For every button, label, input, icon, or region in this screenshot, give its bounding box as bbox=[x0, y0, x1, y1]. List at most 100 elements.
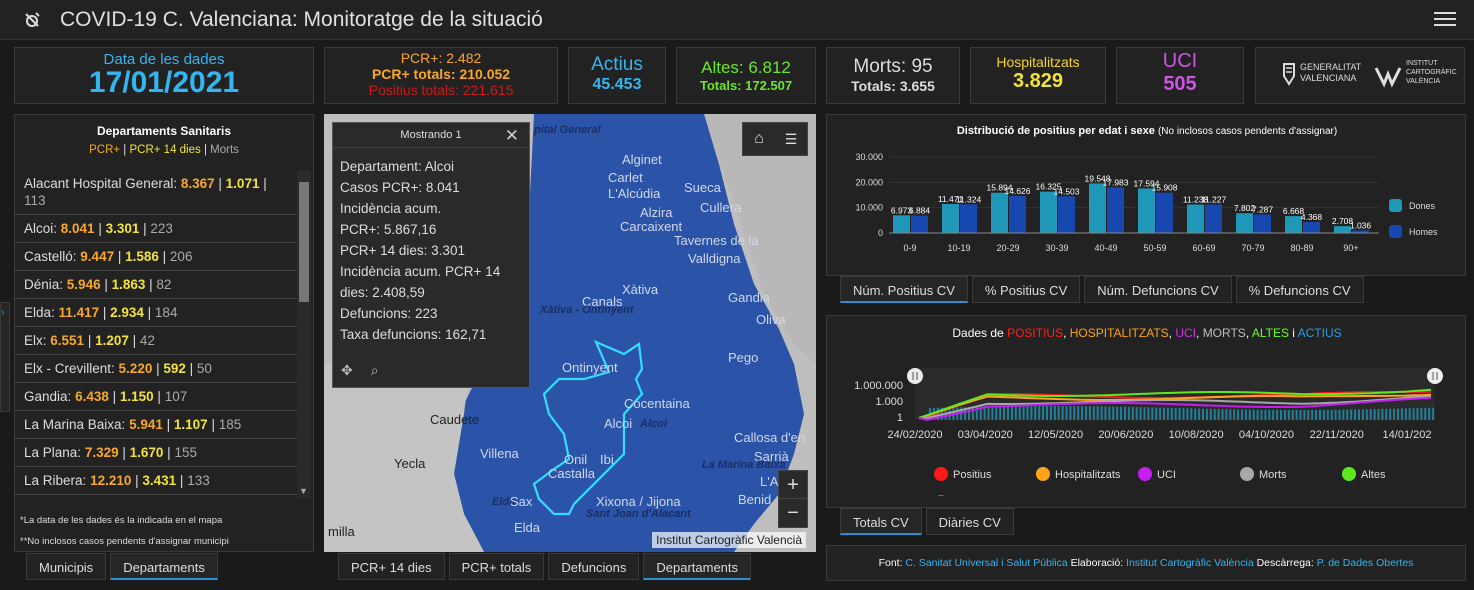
legend-dot[interactable] bbox=[1036, 467, 1050, 481]
actius-bar bbox=[971, 406, 974, 420]
map-label-canals: Canals bbox=[582, 294, 623, 309]
legend-label[interactable]: UCI bbox=[1157, 469, 1176, 481]
scrollbar-thumb[interactable] bbox=[299, 182, 309, 302]
list-item[interactable]: Alcoi: 8.041 | 3.301 | 223 bbox=[14, 215, 298, 243]
list-item[interactable]: La Marina Baixa: 5.941 | 1.107 | 185 bbox=[14, 411, 298, 439]
range-slider-handle[interactable] bbox=[907, 368, 923, 384]
legend-label[interactable]: Altes bbox=[1361, 469, 1386, 481]
popup-line: dies: 2.408,59 bbox=[340, 285, 425, 300]
bar-data-label: 15.908 bbox=[1152, 183, 1178, 193]
actius-bar bbox=[1393, 408, 1396, 420]
tab-pct-positius[interactable]: % Positius CV bbox=[971, 276, 1081, 303]
bar-homes[interactable] bbox=[1352, 230, 1369, 233]
tab-departaments[interactable]: Departaments bbox=[110, 553, 218, 580]
actius-bar bbox=[964, 407, 967, 420]
bar-homes[interactable] bbox=[1303, 221, 1320, 233]
tab-pct-defuncions[interactable]: % Defuncions CV bbox=[1235, 276, 1364, 303]
bar-homes[interactable] bbox=[1254, 214, 1271, 233]
actius-bar bbox=[1428, 407, 1431, 420]
series-line bbox=[918, 393, 1432, 419]
actius-bar bbox=[1135, 407, 1138, 420]
list-item[interactable]: Elx - Crevillent: 5.220 | 592 | 50 bbox=[14, 355, 298, 383]
desc-link[interactable]: P. de Dades Obertes bbox=[1316, 557, 1414, 569]
scroll-down-icon[interactable]: ▼ bbox=[299, 486, 308, 496]
departments-list[interactable]: Alacant Hospital General: 8.367 | 1.071 … bbox=[14, 170, 298, 498]
list-item[interactable]: Elda: 11.417 | 2.934 | 184 bbox=[14, 299, 298, 327]
actius-bar bbox=[1272, 409, 1275, 420]
zoom-in-icon[interactable]: + bbox=[779, 471, 807, 499]
bar-dones[interactable] bbox=[1285, 216, 1302, 233]
actius-bar bbox=[1053, 406, 1056, 420]
bar-dones[interactable] bbox=[1089, 183, 1106, 233]
footer: Font: C. Sanitat Universal i Salut Públi… bbox=[826, 545, 1466, 581]
actius-bar bbox=[1030, 406, 1033, 420]
tab-num-defuncions[interactable]: Núm. Defuncions CV bbox=[1084, 276, 1232, 303]
bar-data-label: 17.983 bbox=[1103, 177, 1129, 187]
bar-homes[interactable] bbox=[1156, 192, 1173, 233]
home-icon[interactable]: ⌂ bbox=[754, 130, 764, 147]
list-icon[interactable]: ☰ bbox=[784, 131, 798, 147]
hamburger-menu-icon[interactable] bbox=[1434, 8, 1456, 28]
tab-diaries-cv[interactable]: Diàries CV bbox=[925, 508, 1014, 535]
pcr-panel: PCR+: 2.482 PCR+ totals: 210.052 Positiu… bbox=[324, 47, 558, 104]
legend-dot[interactable] bbox=[1240, 467, 1254, 481]
hospitalitzats-panel: Hospitalitzats 3.829 bbox=[970, 47, 1106, 104]
tab-municipis[interactable]: Municipis bbox=[26, 553, 107, 580]
tab-num-positius[interactable]: Núm. Positius CV bbox=[840, 276, 968, 303]
close-icon[interactable]: ✕ bbox=[504, 126, 519, 145]
bar-dones[interactable] bbox=[1040, 191, 1057, 233]
actius-bar bbox=[968, 407, 970, 420]
legend-label[interactable]: Hospitalitzats bbox=[1055, 469, 1121, 481]
zoom-out-icon[interactable]: − bbox=[787, 502, 799, 524]
range-slider-handle[interactable] bbox=[1427, 368, 1443, 384]
tab-pcr14[interactable]: PCR+ 14 dies bbox=[338, 553, 445, 580]
list-item[interactable]: Castelló: 9.447 | 1.586 | 206 bbox=[14, 243, 298, 271]
list-item[interactable]: Gandia: 6.438 | 1.150 | 107 bbox=[14, 383, 298, 411]
bar-data-label: 7.802 bbox=[1234, 203, 1256, 213]
list-item[interactable]: La Ribera: 12.210 | 3.431 | 133 bbox=[14, 467, 298, 495]
actius-bar bbox=[1432, 407, 1435, 420]
bar-data-label: 6.884 bbox=[909, 206, 931, 216]
list-item[interactable]: Dénia: 5.946 | 1.863 | 82 bbox=[14, 271, 298, 299]
bar-homes[interactable] bbox=[911, 215, 928, 233]
font-link[interactable]: C. Sanitat Universal i Salut Pública bbox=[905, 557, 1068, 569]
move-icon[interactable]: ✥ bbox=[341, 362, 353, 378]
tab-totals-cv[interactable]: Totals CV bbox=[840, 508, 922, 535]
timeline-title-part: UCI bbox=[1175, 326, 1197, 340]
bar-dones[interactable] bbox=[942, 203, 959, 233]
zoom-to-icon[interactable]: ⌕ bbox=[370, 362, 379, 378]
map-label-alzira: Alzira bbox=[640, 205, 673, 220]
tab-map-departaments[interactable]: Departaments bbox=[643, 553, 752, 580]
list-item[interactable]: Alacant Hospital General: 8.367 | 1.071 … bbox=[14, 170, 298, 215]
bar-homes[interactable] bbox=[1205, 204, 1222, 233]
actius-bar bbox=[975, 406, 978, 420]
legend-dot[interactable] bbox=[1138, 467, 1152, 481]
elab-link[interactable]: Institut Cartogràfic València bbox=[1126, 557, 1254, 569]
tab-pcr-totals[interactable]: PCR+ totals bbox=[448, 553, 545, 580]
legend-dot[interactable] bbox=[934, 495, 948, 496]
bar-homes[interactable] bbox=[1009, 195, 1026, 233]
bar-homes[interactable] bbox=[960, 204, 977, 233]
legend-dot[interactable] bbox=[934, 467, 948, 481]
list-item[interactable]: La Plana: 7.329 | 1.670 | 155 bbox=[14, 439, 298, 467]
side-expand-icon[interactable]: › bbox=[0, 302, 10, 412]
bar-dones[interactable] bbox=[893, 215, 910, 233]
bar-dones[interactable] bbox=[1187, 204, 1204, 233]
actius-bar bbox=[1073, 406, 1076, 420]
legend-label[interactable]: Positius bbox=[953, 469, 992, 481]
list-item[interactable]: Elx: 6.551 | 1.207 | 42 bbox=[14, 327, 298, 355]
bar-homes[interactable] bbox=[1107, 187, 1124, 233]
bar-dones[interactable] bbox=[1236, 213, 1253, 233]
actius-bar bbox=[1350, 409, 1353, 420]
bar-dones[interactable] bbox=[1138, 188, 1155, 233]
legend-label[interactable]: Morts bbox=[1259, 469, 1287, 481]
legend-dot[interactable] bbox=[1342, 467, 1356, 481]
bar-dones[interactable] bbox=[1334, 226, 1351, 233]
x-tick-label: 04/10/2020 bbox=[1239, 429, 1294, 441]
bar-homes[interactable] bbox=[1058, 196, 1075, 233]
tab-defuncions[interactable]: Defuncions bbox=[548, 553, 640, 580]
departments-scrollbar[interactable]: ▼ bbox=[297, 170, 311, 498]
x-tick-label: 70-79 bbox=[1241, 243, 1264, 253]
hosp-value: 3.829 bbox=[1012, 70, 1064, 92]
bar-dones[interactable] bbox=[991, 192, 1008, 233]
